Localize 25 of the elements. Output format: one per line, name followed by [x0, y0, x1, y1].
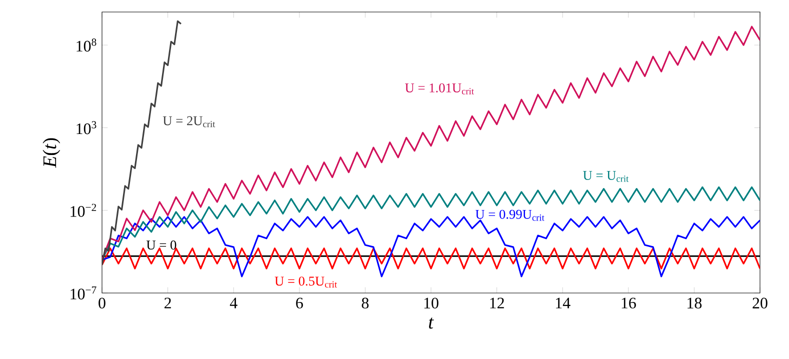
- series-label: U = 2U$_{crit}$: [162, 116, 216, 128]
- x-tick-label: 12: [490, 298, 504, 308]
- y-tick-label: 10$^{8}$: [76, 38, 96, 52]
- series-label: U = U$_{crit}$: [583, 171, 629, 182]
- x-tick-label: 16: [622, 298, 636, 308]
- y-tick-label: 10$^{−7}$: [70, 286, 96, 300]
- x-tick-label: 8: [362, 298, 369, 308]
- x-tick-label: 4: [230, 298, 238, 308]
- line-series: [102, 248, 760, 270]
- series-label: U = 0.5U$_{crit}$: [274, 276, 337, 288]
- x-tick-label: 10: [424, 298, 438, 308]
- line-series: [102, 20, 182, 266]
- y-axis-title: E(t): [42, 138, 60, 168]
- series-label: U = 0.99U$_{crit}$: [475, 210, 544, 221]
- x-tick-label: 14: [556, 298, 570, 308]
- x-axis-title: t: [428, 318, 434, 329]
- x-tick-label: 20: [752, 298, 768, 308]
- x-tick-label: 18: [688, 298, 702, 308]
- x-tick-label: 6: [296, 298, 303, 308]
- x-tick-label: 2: [164, 298, 171, 308]
- x-tick-label: 0: [98, 298, 106, 308]
- series-label: U = 0: [146, 240, 176, 250]
- y-tick-label: 10$^{−2}$: [70, 204, 96, 217]
- series-label: U = 1.01U$_{crit}$: [405, 83, 474, 94]
- y-tick-label: 10$^{3}$: [76, 121, 96, 134]
